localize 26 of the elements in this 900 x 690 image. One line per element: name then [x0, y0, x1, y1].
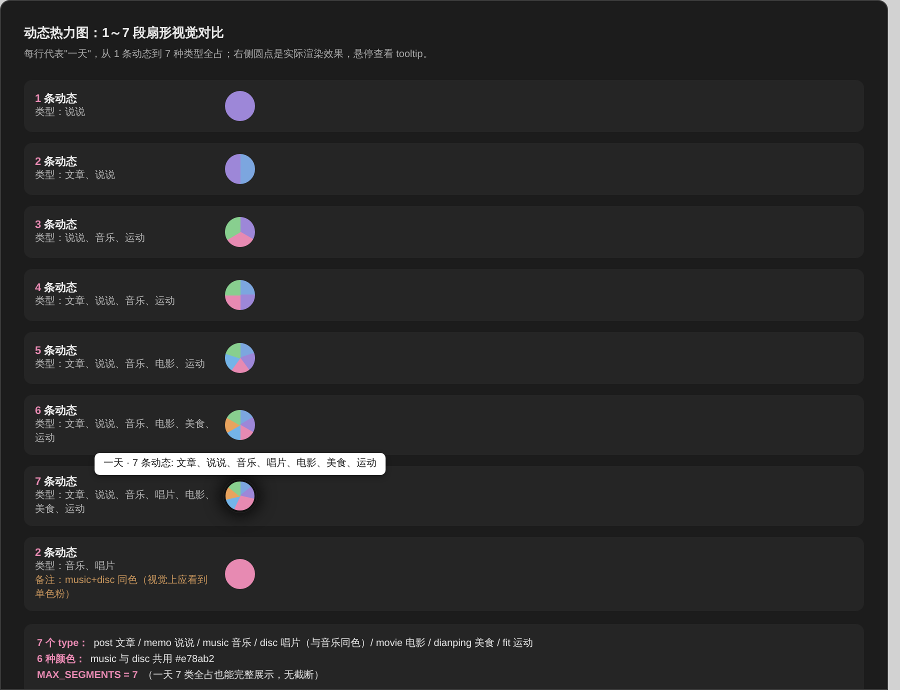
text: 类型：文章、说说、音乐、运动 — [35, 296, 175, 307]
text: 7 个 type： — [37, 638, 89, 649]
text: 2 条动态 — [35, 547, 78, 559]
text: MAX_SEGMENTS = 7 — [37, 670, 138, 681]
text: 类型：说说、音乐、运动 — [35, 233, 145, 244]
text: 1 条动态 — [35, 93, 78, 105]
text: 2 条动态 — [35, 156, 78, 168]
text: 类型：文章、说说、音乐、电影、美食、运动 — [35, 419, 215, 444]
text: 类型：说说 — [35, 107, 85, 118]
text: 类型：文章、说说、音乐、唱片、电影、美食、运动 — [35, 490, 215, 515]
text: 类型：文章、说说、音乐、电影、运动 — [35, 359, 205, 370]
text: 每行代表"一天"，从 1 条动态到 7 种类型全占；右侧圆点是实际渲染效果，悬停查看 tooltip。 — [24, 49, 433, 60]
text: 4 条动态 — [35, 282, 78, 294]
text: music 与 disc 共用 #e78ab2 — [90, 654, 214, 665]
text: 动态热力图：1～7 段扇形视觉对比 — [24, 25, 224, 40]
text: 6 种颜色： — [37, 654, 86, 665]
text: post 文章 / memo 说说 / music 音乐 / disc 唱片（与音乐同色）/ movie 电影 / dianping 美食 / fit 运动 — [94, 638, 534, 649]
text: （一天 7 类全占也能完整展示，无截断） — [142, 670, 324, 681]
text: 类型：文章、说说 — [35, 170, 115, 181]
text: 一天 · 7 条动态: 文章、说说、音乐、唱片、电影、美食、运动 — [104, 458, 376, 469]
text: 备注：music+disc 同色（视觉上应看到单色粉） — [35, 575, 208, 600]
text: 6 条动态 — [35, 405, 78, 417]
text: 5 条动态 — [35, 345, 78, 357]
text: 7 条动态 — [35, 476, 78, 488]
text: 类型：音乐、唱片 — [35, 561, 115, 572]
text: 3 条动态 — [35, 219, 78, 231]
